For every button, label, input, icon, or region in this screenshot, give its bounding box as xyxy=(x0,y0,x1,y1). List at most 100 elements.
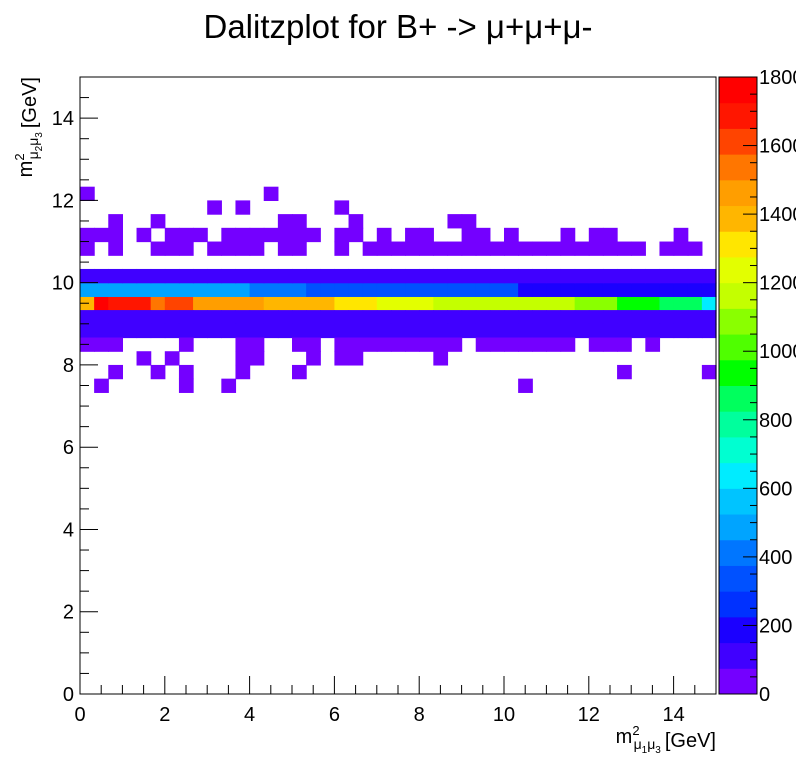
heatmap-cell xyxy=(348,351,364,366)
heatmap-cell xyxy=(475,296,491,311)
heatmap-cell xyxy=(701,268,717,284)
heatmap-cell xyxy=(348,214,364,229)
heatmap-cell xyxy=(362,323,378,339)
heatmap-cell xyxy=(433,296,449,311)
heatmap-cell xyxy=(178,310,194,325)
heatmap-cell xyxy=(461,323,477,339)
heatmap-cell xyxy=(588,296,604,311)
heatmap-cell xyxy=(207,323,222,339)
heatmap-cell xyxy=(108,310,123,325)
heatmap-cell xyxy=(560,241,576,256)
heatmap-cell xyxy=(673,310,689,325)
heatmap-cell xyxy=(645,296,661,311)
heatmap-cell xyxy=(447,337,463,352)
heatmap-cell xyxy=(461,268,477,284)
heatmap-cell xyxy=(433,268,449,284)
x-label-sub1: μ xyxy=(634,736,642,752)
heatmap-cell xyxy=(263,282,279,297)
heatmap-cell xyxy=(221,323,237,339)
y-label-sub1: μ xyxy=(25,151,41,159)
heatmap-cell xyxy=(334,323,350,339)
heatmap-cell xyxy=(362,310,378,325)
heatmap-cell xyxy=(447,268,463,284)
heatmap-cell xyxy=(277,268,293,284)
heatmap-cell xyxy=(362,282,378,297)
heatmap-cell xyxy=(348,282,364,297)
heatmap-cell xyxy=(701,296,717,311)
heatmap-cell xyxy=(292,337,307,352)
heatmap-cell xyxy=(701,310,717,325)
heatmap-cell xyxy=(136,227,152,243)
heatmap-cell xyxy=(504,323,519,339)
heatmap-cell xyxy=(419,282,434,297)
heatmap-cell xyxy=(617,268,632,284)
heatmap-cell xyxy=(602,268,618,284)
color-scale-label: 400 xyxy=(759,547,792,569)
heatmap-cell xyxy=(631,310,646,325)
color-scale-label: 600 xyxy=(759,478,792,500)
heatmap-cell xyxy=(80,268,95,284)
heatmap-cell xyxy=(164,323,180,339)
heatmap-cell xyxy=(419,323,434,339)
heatmap-cell xyxy=(419,337,434,352)
heatmap-cell xyxy=(150,310,166,325)
color-scale-swatch xyxy=(719,668,757,695)
heatmap-cell xyxy=(419,227,434,243)
heatmap-cell xyxy=(263,186,279,201)
heatmap-cell xyxy=(546,241,562,256)
heatmap-cell xyxy=(108,296,123,311)
heatmap-cell xyxy=(687,323,703,339)
heatmap-cell xyxy=(617,310,632,325)
heatmap-cell xyxy=(701,364,717,380)
heatmap-cell xyxy=(532,310,547,325)
heatmap-cell xyxy=(292,364,307,380)
heatmap-cell xyxy=(94,337,109,352)
heatmap-cell xyxy=(164,282,180,297)
heatmap-cell xyxy=(390,323,406,339)
heatmap-cell xyxy=(235,200,251,215)
heatmap-cell xyxy=(518,310,533,325)
color-scale-swatch xyxy=(719,488,757,515)
heatmap-cell xyxy=(574,296,590,311)
heatmap-cell xyxy=(263,268,279,284)
heatmap-cell xyxy=(504,282,519,297)
heatmap-cell xyxy=(405,241,420,256)
heatmap-cell xyxy=(617,337,632,352)
heatmap-cell xyxy=(447,296,463,311)
x-tick-label: 0 xyxy=(74,704,85,726)
heatmap-cell xyxy=(390,337,406,352)
heatmap-cell xyxy=(574,241,590,256)
heatmap-cell xyxy=(419,310,434,325)
y-label-sup: 2 xyxy=(12,153,27,160)
heatmap-cell xyxy=(588,337,604,352)
heatmap-cell xyxy=(602,227,618,243)
heatmap-cell xyxy=(405,296,420,311)
heatmap-cell xyxy=(108,364,123,380)
color-scale-label: 200 xyxy=(759,615,792,637)
heatmap-cell xyxy=(178,282,194,297)
heatmap-cell xyxy=(405,323,420,339)
heatmap-cell xyxy=(320,268,335,284)
heatmap-cell xyxy=(390,268,406,284)
heatmap-cell xyxy=(504,296,519,311)
heatmap-cell xyxy=(249,351,265,366)
heatmap-cell xyxy=(94,378,109,393)
heatmap-cell xyxy=(532,296,547,311)
heatmap-cell xyxy=(334,268,350,284)
heatmap-cell xyxy=(193,310,208,325)
heatmap-cell xyxy=(150,241,166,256)
y-tick-label: 0 xyxy=(63,684,74,706)
heatmap-cell xyxy=(461,241,477,256)
heatmap-cell xyxy=(178,241,194,256)
heatmap-cell xyxy=(687,268,703,284)
x-tick-label: 10 xyxy=(493,704,515,726)
heatmap-cell xyxy=(306,337,321,352)
heatmap-cell xyxy=(362,241,378,256)
heatmap-cell xyxy=(150,296,166,311)
heatmap-cell xyxy=(263,227,279,243)
heatmap-cell xyxy=(602,310,618,325)
color-scale-swatch xyxy=(719,334,757,361)
heatmap-cell xyxy=(334,296,350,311)
heatmap-cell xyxy=(150,268,166,284)
heatmap-cell xyxy=(560,268,576,284)
